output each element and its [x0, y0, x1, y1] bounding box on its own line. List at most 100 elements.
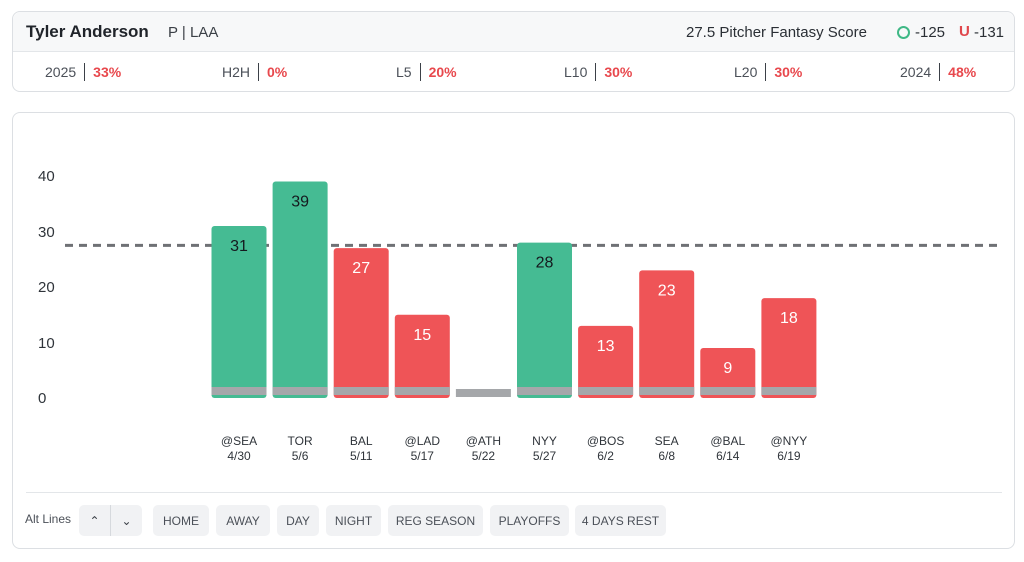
bar-baseline [639, 387, 695, 395]
under-u-icon: U [959, 23, 970, 40]
game-date-label: 4/30 [227, 449, 251, 463]
split-pct: 30% [774, 64, 803, 80]
split-2024[interactable]: 2024 48% [900, 63, 976, 81]
filter-playoffs-button[interactable]: PLAYOFFS [490, 505, 569, 536]
game-bar[interactable]: 15 [394, 314, 450, 398]
filter-night-button[interactable]: NIGHT [326, 505, 381, 536]
bar-baseline [761, 387, 817, 395]
alt-line-down-button[interactable]: ⌄ [111, 505, 142, 536]
bar-value[interactable] [578, 325, 634, 398]
game-bar[interactable]: 39 [272, 181, 328, 398]
bar-data-label: 31 [230, 238, 248, 255]
split-divider [765, 63, 767, 81]
split-pct: 33% [93, 64, 122, 80]
game-bar[interactable]: 31 [211, 225, 267, 398]
bar-baseline [211, 387, 267, 395]
bar-value[interactable] [394, 314, 450, 398]
x-category-label: SEA 6/8 [637, 434, 697, 464]
bar-baseline [333, 387, 389, 395]
bar-data-label: 15 [413, 327, 431, 344]
x-category-label: @BOS 6/2 [576, 434, 636, 464]
bar-data-label: 18 [780, 310, 798, 327]
x-category-label: @ATH 5/22 [453, 434, 513, 464]
alt-lines-stepper: ⌃ ⌄ [79, 505, 142, 536]
x-category-label: @LAD 5/17 [392, 434, 452, 464]
game-bar[interactable]: 13 [578, 325, 634, 398]
opponent-label: @BOS [586, 434, 625, 448]
game-date-label: 6/8 [658, 449, 676, 463]
player-header: Tyler Anderson P | LAA 27.5 Pitcher Fant… [13, 12, 1014, 52]
filter-home-button[interactable]: HOME [153, 505, 209, 536]
stepper-divider [110, 505, 111, 536]
bar-data-label: 23 [658, 282, 676, 299]
opponent-label: SEA [654, 434, 679, 448]
filter-days-rest-button[interactable]: 4 DAYS REST [575, 505, 666, 536]
game-date-label: 5/11 [349, 449, 373, 463]
x-category-label: NYY 5/27 [515, 434, 575, 464]
split-pct: 0% [267, 64, 288, 80]
game-date-label: 6/19 [777, 449, 801, 463]
alt-lines-label: Alt Lines [25, 512, 72, 526]
x-category-label: BAL 5/11 [331, 434, 391, 464]
game-bar[interactable]: 9 [700, 348, 756, 398]
bar-baseline [272, 387, 328, 395]
bar-baseline [455, 389, 511, 397]
player-name: Tyler Anderson [26, 22, 149, 41]
bar-value[interactable] [517, 242, 572, 398]
opponent-label: @NYY [770, 434, 808, 448]
game-date-label: 6/2 [597, 449, 614, 463]
bar-chart: 31 39 27 15 28 13 23 9 18 [65, 181, 998, 398]
split-h2h[interactable]: H2H 0% [222, 63, 287, 81]
over-odds[interactable]: -125 [915, 24, 946, 41]
bar-data-label: 39 [291, 194, 309, 211]
split-label: 2024 [900, 64, 932, 80]
y-tick-label: 40 [38, 168, 55, 185]
opponent-label: BAL [349, 434, 373, 448]
y-tick-label: 10 [38, 335, 55, 352]
split-pct: 30% [604, 64, 633, 80]
game-bar[interactable]: 28 [517, 242, 572, 398]
split-l20[interactable]: L20 30% [734, 63, 802, 81]
bar-baseline [394, 387, 450, 395]
x-category-label: TOR 5/6 [270, 434, 330, 464]
bar-baseline [578, 387, 634, 395]
game-date-label: 5/6 [291, 449, 309, 463]
split-label: L5 [396, 64, 412, 80]
x-category-label: @SEA 4/30 [209, 434, 269, 464]
bar-data-label: 27 [352, 260, 370, 277]
chevron-up-icon: ⌃ [89, 513, 100, 528]
split-2025[interactable]: 2025 33% [45, 63, 121, 81]
bar-value[interactable] [639, 270, 695, 398]
bar-value[interactable] [211, 225, 267, 398]
game-bar[interactable] [455, 389, 511, 397]
bar-value[interactable] [761, 298, 817, 398]
filter-reg-season-button[interactable]: REG SEASON [388, 505, 483, 536]
filter-day-button[interactable]: DAY [277, 505, 319, 536]
bar-data-label: 28 [536, 255, 554, 272]
x-category-label: @BAL 6/14 [698, 434, 758, 464]
controls-divider [26, 492, 1002, 493]
over-circle-icon [897, 26, 910, 39]
game-date-label: 5/27 [532, 449, 557, 463]
bar-value[interactable] [700, 348, 756, 398]
opponent-label: TOR [287, 434, 313, 448]
y-tick-label: 20 [38, 279, 55, 296]
game-bar[interactable]: 18 [761, 298, 817, 398]
game-bar[interactable]: 27 [333, 248, 389, 398]
split-divider [419, 63, 421, 81]
split-label: L10 [564, 64, 588, 80]
game-bar[interactable]: 23 [639, 270, 695, 398]
bar-data-label: 13 [597, 338, 615, 355]
split-l5[interactable]: L5 20% [396, 63, 457, 81]
split-label: L20 [734, 64, 758, 80]
split-label: H2H [222, 64, 251, 80]
opponent-label: @BAL [710, 434, 746, 448]
filter-away-button[interactable]: AWAY [216, 505, 270, 536]
alt-line-up-button[interactable]: ⌃ [79, 505, 110, 536]
bar-value[interactable] [333, 248, 389, 398]
under-odds[interactable]: -131 [974, 24, 1005, 41]
split-l10[interactable]: L10 30% [564, 63, 632, 81]
split-divider [84, 63, 86, 81]
bar-baseline [517, 387, 572, 395]
bar-value[interactable] [272, 181, 328, 398]
